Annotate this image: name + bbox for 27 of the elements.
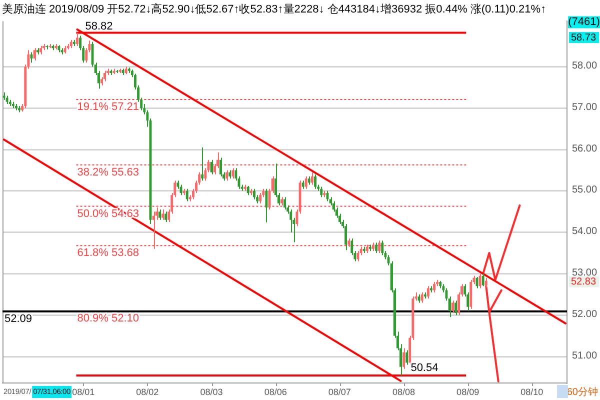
y-tick-label: 51.00 bbox=[572, 350, 598, 362]
y-tick-label: 53.00 bbox=[572, 267, 598, 278]
x-tick-label: 08/06 bbox=[264, 386, 287, 397]
ref-line-label: 50.54 bbox=[410, 362, 438, 374]
ref-line-label: 52.09 bbox=[4, 312, 32, 325]
ref-line-label: 61.8% 53.68 bbox=[77, 247, 140, 260]
annotation: 80.9% 52.10 bbox=[77, 312, 140, 324]
ref-line-label: 19.1% 57.21 bbox=[77, 100, 140, 113]
y-tick-label: 54.00 bbox=[572, 226, 598, 238]
x-tick-label: 08/10 bbox=[520, 386, 544, 397]
y-tick-label: 57.00 bbox=[572, 102, 598, 113]
x-tick-label: 08/08 bbox=[392, 386, 416, 397]
y-tick-label: 55.00 bbox=[572, 184, 598, 196]
x-tick-label: 08/03 bbox=[200, 386, 223, 397]
x-tick-label: 08/07 bbox=[328, 386, 351, 397]
text: (7461) bbox=[568, 16, 600, 28]
y-tick-label: 52.00 bbox=[572, 308, 598, 320]
ref-line-label: 58.82 bbox=[85, 20, 113, 32]
y-tick-label: 56.00 bbox=[572, 143, 598, 154]
x-tick-label: 08/09 bbox=[456, 386, 480, 397]
annotation: 58.73 bbox=[570, 32, 596, 44]
ref-line-label: 38.2% 55.63 bbox=[77, 166, 140, 178]
y-tick-label: 58.00 bbox=[572, 60, 598, 72]
annotation: 52.83 bbox=[570, 276, 596, 288]
chart-title: 美原油连 2019/08/09 开52.72↓高52.90↓低52.67↑收52.83↑量2228↓ 仓443184↓增36932 振0.44% 涨(0.11)0.21%↑ bbox=[2, 2, 546, 16]
x-tick-label: 08/02 bbox=[136, 386, 159, 397]
x-tick-label: 08/01 bbox=[72, 386, 95, 397]
